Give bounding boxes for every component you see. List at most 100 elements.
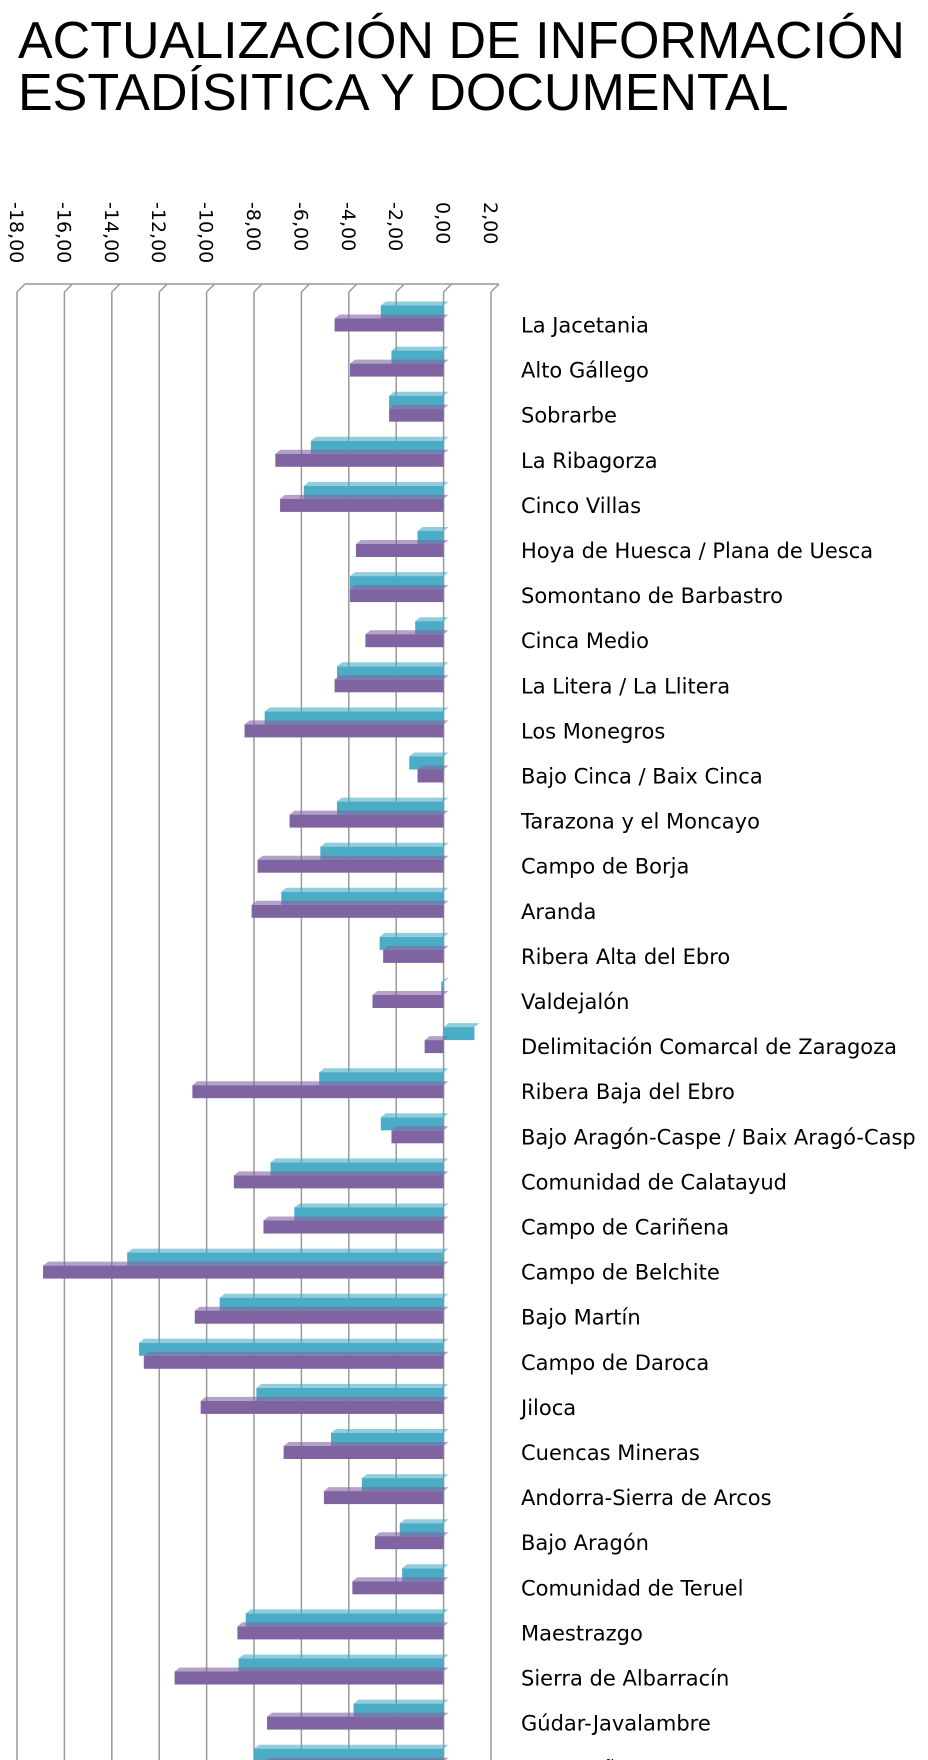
category-label: Bajo Aragón	[521, 1531, 649, 1555]
category-label: Aranda	[521, 900, 596, 924]
category-label: Bajo Cinca / Baix Cinca	[521, 765, 763, 789]
category-label: Campo de Cariñena	[521, 1216, 729, 1240]
category-label: Cinco Villas	[521, 494, 641, 518]
bar-top	[383, 945, 449, 950]
bar-top	[265, 1757, 449, 1760]
grid-top	[443, 283, 453, 293]
grid-top	[253, 283, 263, 293]
bar	[391, 1130, 444, 1144]
category-label: La Litera / La Llitera	[521, 674, 730, 698]
bar	[389, 408, 444, 422]
grid-top	[63, 283, 73, 293]
category-label: Sobrarbe	[521, 404, 617, 428]
chart-title: ACTUALIZACIÓN DE INFORMACIÓN	[18, 12, 905, 70]
category-label: La Ribagorza	[521, 449, 658, 473]
bar-top	[372, 991, 449, 995]
bar-top	[303, 481, 449, 486]
bar-top	[254, 1744, 449, 1749]
bar-top	[352, 1577, 449, 1582]
bar-top	[349, 359, 449, 364]
category-label: Campo de Daroca	[521, 1351, 709, 1375]
bar-top	[251, 900, 449, 905]
bar-top	[365, 630, 449, 635]
bar-top	[415, 617, 449, 622]
bar-top	[402, 1564, 449, 1569]
bar	[174, 1671, 444, 1685]
bar-top	[289, 810, 449, 815]
bar	[275, 453, 444, 467]
bar-top	[320, 842, 449, 847]
bar	[289, 814, 444, 828]
bar-top	[174, 1667, 449, 1672]
bar	[237, 1626, 444, 1640]
bar-top	[280, 494, 449, 499]
bar-top	[257, 855, 449, 860]
bar	[43, 1265, 444, 1279]
category-label: Comunidad de Teruel	[521, 1576, 743, 1600]
bar-top	[391, 1126, 449, 1131]
bar-top	[294, 1203, 449, 1208]
bar-top	[353, 1699, 449, 1704]
bar-top	[417, 527, 449, 531]
category-label: Delimitación Comarcal de Zaragoza	[521, 1035, 897, 1059]
bar	[424, 1040, 444, 1054]
grid-top	[206, 283, 216, 293]
grid-top	[348, 283, 358, 293]
bar-top	[391, 346, 449, 351]
chart-title: ESTADÍSITICA Y DOCUMENTAL	[18, 64, 789, 122]
category-label: Los Monegros	[521, 719, 665, 743]
bar	[372, 995, 444, 1008]
bar-top	[43, 1261, 449, 1266]
category-label: Valdejalón	[521, 990, 629, 1014]
bar	[334, 679, 444, 693]
bar-top	[139, 1338, 449, 1343]
bar-top	[244, 720, 449, 725]
x-tick-label: -12,00	[147, 202, 169, 263]
bar	[263, 1220, 444, 1234]
bar-top	[245, 1609, 449, 1614]
bar-top	[334, 314, 449, 319]
bar	[323, 1491, 444, 1505]
bar-top	[361, 1474, 449, 1479]
bar	[352, 1581, 444, 1595]
x-tick-label: -8,00	[242, 202, 264, 251]
bar	[374, 1536, 444, 1550]
bar-top	[409, 752, 449, 757]
bar-top	[200, 1396, 449, 1401]
grid-top	[395, 283, 405, 293]
bar-top	[219, 1293, 449, 1298]
category-label: Comunidad de Calatayud	[521, 1170, 787, 1194]
category-label: Andorra-Sierra de Arcos	[521, 1486, 772, 1510]
x-tick-label: -4,00	[337, 202, 359, 251]
grid-top	[16, 283, 26, 293]
bar	[194, 1310, 444, 1324]
category-label: Somontano de Barbastro	[521, 584, 783, 608]
category-label: Ribera Alta del Ebro	[521, 945, 730, 969]
x-tick-label: -6,00	[289, 202, 311, 251]
bar	[441, 982, 444, 995]
bar-top	[319, 1068, 449, 1073]
bar-top	[349, 572, 449, 577]
bar	[349, 589, 444, 603]
bar-top	[443, 1023, 480, 1028]
bar-top	[310, 436, 449, 441]
bar	[349, 363, 444, 377]
category-label: Ribera Baja del Ebro	[521, 1080, 735, 1104]
bar-top	[270, 1158, 449, 1163]
category-label: Campo de Belchite	[521, 1261, 720, 1285]
category-label: Cinca Medio	[521, 629, 649, 653]
grid-top	[111, 283, 121, 293]
bar-top	[331, 1429, 449, 1433]
bar-top	[237, 1622, 449, 1627]
bar-top	[323, 1487, 449, 1492]
bar-top	[336, 662, 449, 667]
bar	[283, 1446, 444, 1459]
category-label: Bajo Aragón-Caspe / Baix Aragó-Casp	[521, 1125, 916, 1149]
bar	[443, 1027, 475, 1041]
bar	[257, 859, 444, 873]
bar-top	[389, 404, 449, 409]
category-label: Gúdar-Javalambre	[521, 1712, 711, 1736]
x-tick-label: 0,00	[432, 202, 454, 244]
category-label: Alto Gállego	[521, 359, 649, 383]
bar-top	[256, 1383, 449, 1388]
